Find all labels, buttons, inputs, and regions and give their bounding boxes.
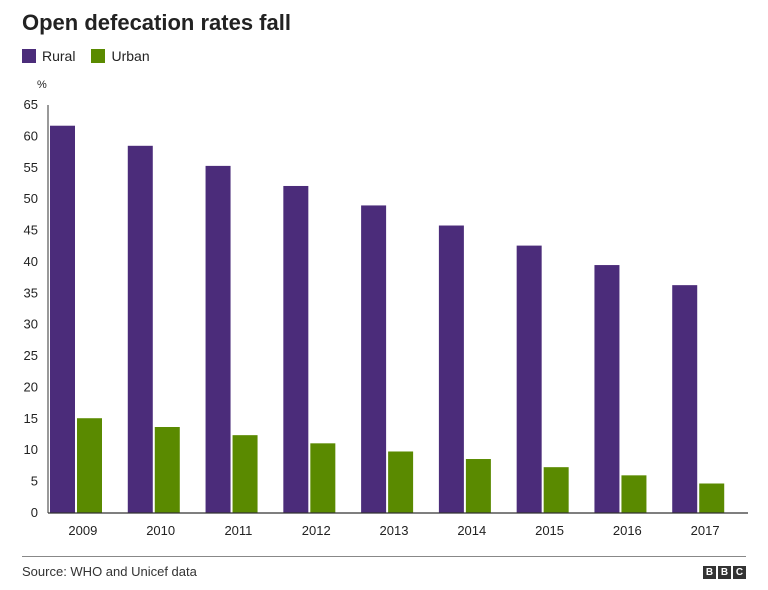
legend-item-rural: Rural [22,48,75,64]
bar-rural-2012 [283,185,309,514]
legend-label-urban: Urban [111,48,150,64]
y-tick-label: 30 [24,317,38,332]
y-tick-label: 60 [24,128,38,143]
source-note: Source: WHO and Unicef data [22,564,197,579]
y-tick-label: 25 [24,348,38,363]
x-tick-label: 2011 [224,523,252,538]
bar-urban-2014 [465,459,491,513]
x-tick-label: 2016 [613,523,642,538]
bar-chart: % 0 5 10 15 20 25 30 35 40 45 50 55 60 65 2009 2010 2011 2… [24,79,748,538]
y-tick-label: 5 [31,474,38,489]
x-tick-label: 2013 [380,523,409,538]
y-tick-label: 55 [24,160,38,175]
legend-item-urban: Urban [91,48,150,64]
footer-divider [22,556,746,557]
legend-label-rural: Rural [42,48,76,64]
x-tick-label: 2009 [68,523,97,538]
y-tick-label: 45 [24,223,38,238]
bar-urban-2013 [388,451,414,513]
bar-rural-2011 [205,165,231,513]
chart-title: Open defecation rates fall [22,10,291,35]
bar-rural-2009 [50,125,75,514]
y-tick-label: 10 [24,442,38,457]
y-tick-label: 35 [24,285,38,300]
y-tick-label: 65 [24,97,38,112]
bar-rural-2014 [438,225,464,514]
logo-letter: B [718,566,731,579]
x-tick-label: 2015 [535,523,564,538]
y-tick-label: 50 [24,191,38,206]
bar-urban-2009 [77,418,102,513]
x-tick-label: 2014 [457,523,486,538]
bar-urban-2016 [621,475,647,513]
bar-rural-2015 [516,245,542,513]
y-tick-label: 0 [31,505,38,520]
bar-rural-2010 [127,145,153,514]
x-tick-label: 2017 [691,523,720,538]
bar-rural-2013 [361,205,387,513]
bar-urban-2012 [310,443,336,513]
logo-letter: B [703,566,716,579]
bar-urban-2010 [154,427,180,513]
bar-urban-2017 [699,483,725,513]
y-axis-unit-label: % [37,79,47,91]
bar-urban-2015 [543,467,569,513]
bar-rural-2016 [594,265,620,513]
bbc-logo: B B C [703,566,746,579]
legend-swatch-urban [91,49,106,63]
y-tick-label: 15 [24,411,38,426]
bar-rural-2017 [672,285,698,513]
y-tick-label: 20 [24,379,38,394]
y-tick-label: 40 [24,254,38,269]
bar-urban-2011 [232,435,258,513]
legend: Rural Urban [22,48,166,64]
x-tick-label: 2010 [146,523,175,538]
legend-swatch-rural [22,49,36,63]
x-tick-label: 2012 [302,523,331,538]
logo-letter: C [733,566,746,579]
